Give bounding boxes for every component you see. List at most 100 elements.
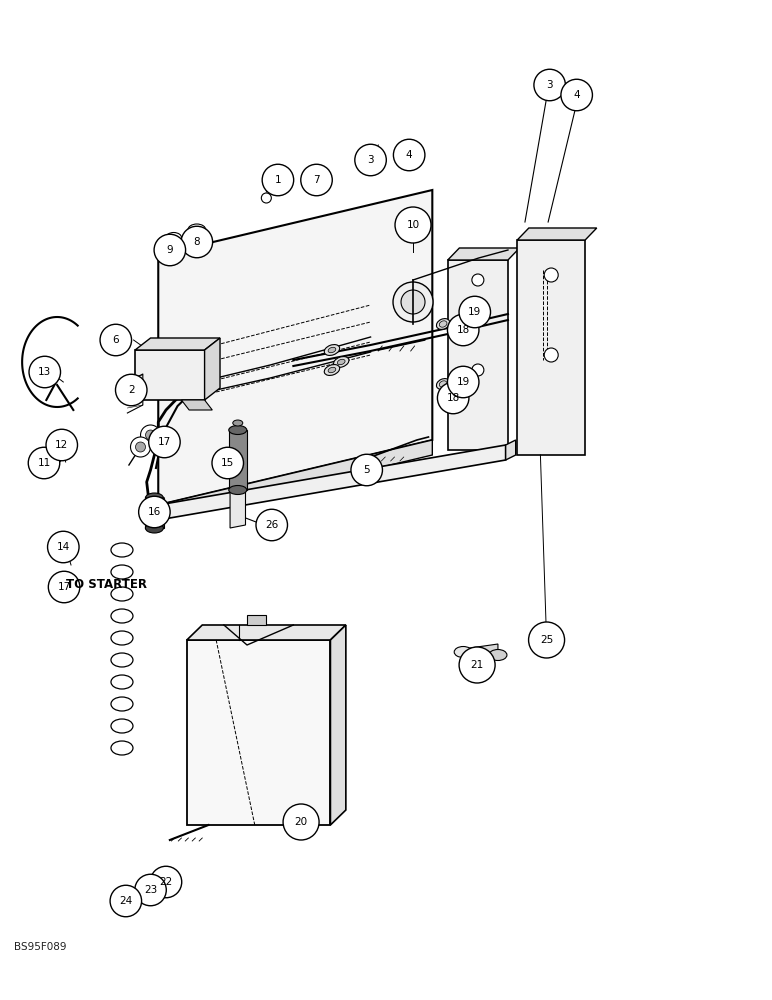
Polygon shape (135, 338, 220, 350)
Ellipse shape (111, 675, 133, 689)
Text: 5: 5 (364, 465, 370, 475)
Ellipse shape (543, 86, 550, 90)
Polygon shape (187, 625, 346, 640)
Circle shape (151, 866, 181, 898)
Text: 10: 10 (406, 220, 420, 230)
Text: 12: 12 (55, 440, 69, 450)
Polygon shape (230, 452, 245, 528)
Polygon shape (448, 248, 520, 260)
Circle shape (448, 366, 479, 398)
Text: 4: 4 (574, 90, 580, 100)
Circle shape (123, 887, 137, 901)
Ellipse shape (458, 317, 466, 323)
Ellipse shape (540, 84, 553, 92)
Circle shape (130, 437, 151, 457)
Text: 25: 25 (540, 635, 554, 645)
Text: 26: 26 (265, 520, 279, 530)
Ellipse shape (337, 359, 345, 365)
Circle shape (29, 356, 60, 388)
Ellipse shape (454, 646, 472, 658)
Text: 14: 14 (56, 542, 70, 552)
Circle shape (438, 382, 469, 414)
Circle shape (110, 885, 141, 917)
Text: 16: 16 (147, 507, 161, 517)
Circle shape (145, 882, 153, 888)
Circle shape (394, 139, 425, 171)
Text: 15: 15 (221, 458, 235, 468)
Text: 19: 19 (456, 377, 470, 387)
Text: 8: 8 (194, 237, 200, 247)
Ellipse shape (439, 321, 447, 327)
Ellipse shape (310, 170, 331, 186)
Circle shape (142, 878, 156, 892)
Circle shape (393, 282, 433, 322)
Circle shape (116, 374, 147, 406)
Circle shape (262, 193, 271, 203)
Circle shape (283, 804, 319, 840)
Circle shape (529, 622, 564, 658)
Ellipse shape (364, 153, 377, 161)
Ellipse shape (111, 587, 133, 601)
Polygon shape (158, 445, 506, 520)
Ellipse shape (328, 367, 336, 373)
Ellipse shape (111, 719, 133, 733)
Circle shape (60, 435, 76, 451)
Circle shape (139, 496, 170, 528)
Text: 21: 21 (470, 660, 484, 670)
Circle shape (459, 296, 490, 328)
Ellipse shape (229, 486, 247, 494)
Ellipse shape (571, 88, 584, 96)
Circle shape (29, 447, 59, 479)
Ellipse shape (439, 381, 447, 387)
Polygon shape (135, 350, 205, 400)
Polygon shape (517, 228, 597, 240)
Circle shape (459, 647, 495, 683)
Circle shape (42, 445, 63, 465)
Ellipse shape (111, 543, 133, 557)
Text: 4: 4 (406, 150, 412, 160)
Text: 18: 18 (456, 325, 470, 335)
Circle shape (126, 890, 134, 898)
Ellipse shape (458, 377, 466, 383)
Text: 2: 2 (128, 385, 134, 395)
Polygon shape (229, 430, 247, 490)
Polygon shape (145, 498, 164, 528)
Ellipse shape (574, 90, 581, 94)
Polygon shape (247, 615, 266, 625)
Text: 13: 13 (38, 367, 52, 377)
Ellipse shape (314, 174, 327, 182)
Polygon shape (506, 440, 516, 460)
Circle shape (100, 324, 131, 356)
Circle shape (262, 164, 293, 196)
Circle shape (135, 874, 166, 906)
Ellipse shape (334, 357, 349, 367)
Circle shape (401, 290, 425, 314)
Ellipse shape (145, 493, 164, 503)
Text: 19: 19 (468, 307, 482, 317)
Text: 22: 22 (159, 877, 173, 887)
Ellipse shape (328, 347, 336, 353)
Circle shape (48, 531, 79, 563)
Polygon shape (158, 190, 432, 505)
Polygon shape (181, 400, 212, 410)
Ellipse shape (166, 232, 181, 243)
Ellipse shape (188, 224, 206, 236)
Text: 6: 6 (113, 335, 119, 345)
Text: 23: 23 (144, 885, 157, 895)
Text: 17: 17 (57, 582, 71, 592)
Ellipse shape (436, 379, 450, 389)
Ellipse shape (111, 741, 133, 755)
Ellipse shape (192, 227, 201, 233)
Text: 7: 7 (313, 175, 320, 185)
Circle shape (561, 79, 592, 111)
Text: 11: 11 (37, 458, 51, 468)
Circle shape (158, 870, 174, 886)
Circle shape (544, 348, 558, 362)
Circle shape (46, 429, 77, 461)
Ellipse shape (229, 425, 247, 434)
Text: 3: 3 (367, 155, 374, 165)
Ellipse shape (324, 365, 340, 375)
Circle shape (181, 226, 212, 258)
Ellipse shape (233, 420, 242, 426)
Circle shape (49, 571, 80, 603)
